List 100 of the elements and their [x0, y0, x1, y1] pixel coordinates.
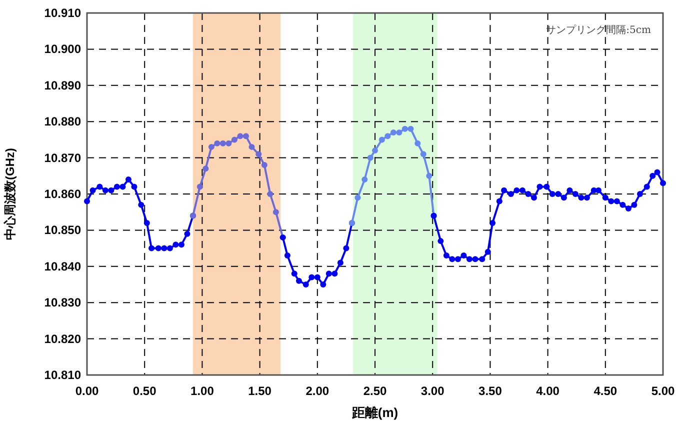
point	[248, 144, 255, 150]
point	[525, 191, 532, 197]
point	[343, 245, 350, 252]
point	[354, 194, 361, 201]
point	[267, 191, 274, 197]
x-tick-label: 0.50	[132, 384, 157, 398]
point	[196, 184, 203, 190]
point	[608, 198, 614, 204]
x-tick-label: 4.50	[594, 384, 618, 398]
point	[155, 245, 162, 252]
point	[530, 194, 537, 201]
point	[184, 230, 190, 237]
point	[272, 209, 279, 216]
point	[114, 184, 120, 190]
point	[161, 245, 168, 252]
y-tick-label: 10.820	[44, 332, 82, 346]
point	[625, 205, 632, 212]
point	[519, 187, 526, 194]
point	[302, 282, 309, 288]
point	[536, 184, 543, 190]
point	[332, 270, 338, 277]
point	[90, 187, 96, 194]
point	[414, 140, 421, 146]
point	[242, 133, 249, 140]
annotation: サンプリング間隔:5cm	[546, 24, 652, 36]
point	[566, 187, 573, 194]
y-tick-label: 10.910	[44, 6, 82, 20]
x-tick-label: 5.00	[651, 384, 675, 398]
point	[390, 129, 396, 136]
point	[578, 194, 584, 201]
x-tick-label: 3.50	[478, 384, 502, 398]
point	[508, 191, 514, 197]
y-axis-title: 中心周波数(GHz)	[3, 148, 17, 240]
x-tick-label: 1.00	[190, 384, 214, 398]
y-tick-label: 10.830	[44, 296, 82, 310]
point	[484, 248, 491, 255]
point	[314, 274, 320, 280]
y-tick-label: 10.870	[44, 150, 82, 165]
y-tick-label: 10.860	[44, 187, 82, 201]
point	[337, 260, 344, 266]
point	[320, 282, 326, 288]
point	[572, 191, 578, 197]
point	[362, 176, 368, 183]
point	[120, 184, 126, 190]
point	[208, 144, 214, 150]
point	[636, 191, 643, 197]
point	[479, 256, 486, 262]
point	[125, 176, 132, 183]
point	[584, 194, 590, 201]
point	[514, 187, 520, 194]
point	[378, 136, 385, 143]
point	[544, 184, 550, 190]
point	[620, 202, 626, 208]
point	[148, 245, 155, 252]
point	[490, 220, 496, 226]
point	[650, 172, 656, 179]
x-tick-label: 2.00	[306, 384, 330, 398]
point	[96, 184, 103, 190]
point	[501, 187, 508, 194]
point	[372, 148, 378, 154]
point	[426, 172, 432, 179]
point	[172, 242, 179, 248]
x-axis-title: 距離(m)	[350, 405, 398, 420]
point	[466, 256, 472, 262]
point	[438, 238, 444, 244]
y-tick-label: 10.840	[44, 259, 82, 274]
point	[408, 126, 414, 132]
point	[654, 169, 660, 176]
point	[402, 126, 408, 132]
point	[231, 136, 238, 143]
x-tick-label: 3.00	[420, 384, 445, 398]
point	[226, 140, 232, 146]
point	[443, 252, 450, 259]
point	[220, 140, 226, 146]
point	[367, 154, 374, 161]
point	[449, 256, 456, 262]
x-tick-label: 0.00	[75, 384, 99, 398]
point	[84, 198, 90, 204]
point	[549, 191, 556, 197]
point	[256, 151, 262, 158]
point	[291, 270, 298, 277]
y-tick-label: 10.810	[44, 368, 82, 382]
point	[131, 184, 138, 190]
point	[496, 198, 502, 204]
point	[326, 270, 332, 277]
point	[202, 166, 209, 172]
point	[454, 256, 461, 262]
point	[138, 202, 144, 208]
point	[214, 140, 220, 146]
x-tick-label: 4.00	[536, 384, 560, 398]
x-tick-label: 2.50	[363, 384, 387, 398]
point	[460, 252, 467, 259]
point	[420, 151, 426, 158]
point	[472, 256, 478, 262]
point	[396, 129, 402, 136]
point	[108, 187, 114, 194]
y-tick-label: 10.900	[44, 42, 82, 56]
point	[308, 274, 315, 280]
point	[166, 245, 173, 252]
point	[237, 133, 244, 140]
